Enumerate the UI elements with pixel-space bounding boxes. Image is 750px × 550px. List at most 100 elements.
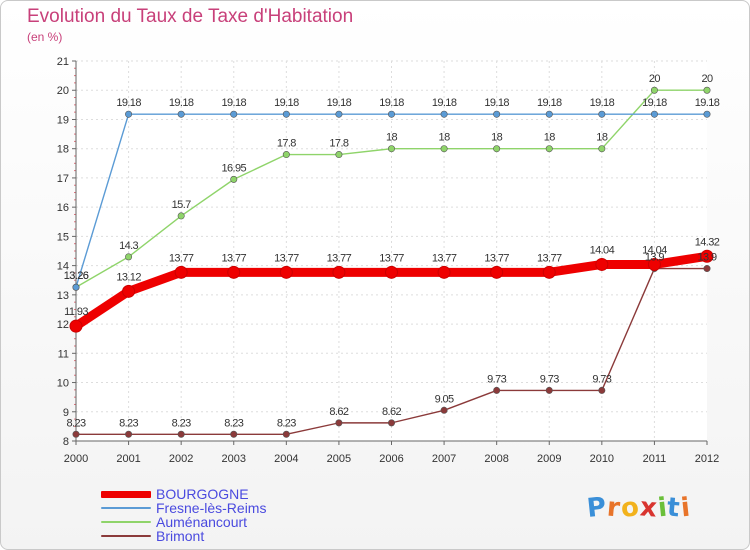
data-label: 8.23 xyxy=(172,417,191,429)
y-tick-label: 10 xyxy=(57,378,69,390)
series-point-1 xyxy=(125,110,133,118)
x-tick-label: 2008 xyxy=(484,453,508,465)
data-label: 13.77 xyxy=(274,252,299,264)
series-point-0 xyxy=(69,319,83,333)
series-point-2 xyxy=(650,86,658,94)
data-label: 9.05 xyxy=(435,393,454,405)
x-tick-label: 2004 xyxy=(274,453,298,465)
x-tick-label: 2001 xyxy=(116,453,140,465)
series-point-3 xyxy=(440,406,448,414)
data-label: 18 xyxy=(544,132,556,144)
y-tick-label: 8 xyxy=(63,436,69,448)
data-label: 19.18 xyxy=(379,97,404,109)
series-point-3 xyxy=(493,386,501,394)
series-point-2 xyxy=(387,145,395,153)
x-tick-label: 2000 xyxy=(64,453,88,465)
x-tick-label: 2002 xyxy=(169,453,193,465)
series-point-0 xyxy=(595,257,609,271)
series-point-0 xyxy=(490,265,504,279)
series-point-3 xyxy=(545,386,553,394)
data-label: 13.26 xyxy=(64,270,89,282)
series-point-1 xyxy=(493,110,501,118)
chart-subtitle: (en %) xyxy=(27,30,63,44)
series-point-0 xyxy=(542,265,556,279)
series-point-3 xyxy=(335,419,343,427)
data-label: 9.73 xyxy=(487,373,506,385)
legend-label: Auménancourt xyxy=(156,514,248,530)
data-label: 18 xyxy=(596,132,608,144)
data-label: 19.18 xyxy=(642,97,667,109)
y-tick-label: 13 xyxy=(57,290,69,302)
data-label: 18 xyxy=(439,132,451,144)
x-tick-label: 2003 xyxy=(222,453,246,465)
legend-swatch xyxy=(101,521,151,523)
x-tick-label: 2010 xyxy=(590,453,614,465)
y-tick-label: 12 xyxy=(57,319,69,331)
data-label: 18 xyxy=(491,132,503,144)
series-point-3 xyxy=(125,430,133,438)
legend-swatch xyxy=(101,491,151,498)
legend-label: Fresne-lès-Reims xyxy=(156,500,267,516)
x-tick-label: 2007 xyxy=(432,453,456,465)
logo-letter: x xyxy=(638,492,659,524)
series-point-2 xyxy=(177,212,185,220)
data-label: 18 xyxy=(386,132,398,144)
series-point-1 xyxy=(230,110,238,118)
series-point-0 xyxy=(279,265,293,279)
legend-label: BOURGOGNE xyxy=(156,486,249,502)
data-label: 8.23 xyxy=(224,417,243,429)
series-point-1 xyxy=(545,110,553,118)
series-point-3 xyxy=(230,430,238,438)
data-label: 17.8 xyxy=(329,138,348,150)
data-label: 13.77 xyxy=(432,252,457,264)
data-label: 20 xyxy=(649,73,661,85)
proxiti-logo: Proxiti xyxy=(585,492,692,524)
data-label: 13.77 xyxy=(169,252,194,264)
data-label: 8.23 xyxy=(66,417,85,429)
series-point-1 xyxy=(335,110,343,118)
data-label: 8.62 xyxy=(382,406,401,418)
data-label: 19.18 xyxy=(221,97,246,109)
y-tick-label: 16 xyxy=(57,202,69,214)
series-point-2 xyxy=(545,145,553,153)
data-label: 19.18 xyxy=(590,97,615,109)
series-point-0 xyxy=(332,265,346,279)
y-tick-label: 20 xyxy=(57,85,69,97)
series-point-2 xyxy=(125,253,133,261)
series-point-2 xyxy=(335,151,343,159)
data-label: 14.3 xyxy=(119,240,138,252)
data-label: 13.77 xyxy=(484,252,509,264)
series-point-0 xyxy=(122,284,136,298)
series-point-1 xyxy=(177,110,185,118)
series-point-3 xyxy=(282,430,290,438)
data-label: 8.23 xyxy=(277,417,296,429)
series-point-0 xyxy=(437,265,451,279)
data-label: 13.77 xyxy=(221,252,246,264)
data-label: 8.23 xyxy=(119,417,138,429)
x-tick-label: 2012 xyxy=(695,453,719,465)
data-label: 13.9 xyxy=(697,252,716,264)
series-point-2 xyxy=(282,151,290,159)
data-label: 14.04 xyxy=(590,244,615,256)
series-point-2 xyxy=(230,175,238,183)
y-tick-label: 17 xyxy=(57,173,69,185)
series-point-1 xyxy=(282,110,290,118)
series-point-0 xyxy=(174,265,188,279)
series-point-1 xyxy=(703,110,711,118)
series-point-1 xyxy=(650,110,658,118)
series-point-2 xyxy=(598,145,606,153)
data-label: 19.18 xyxy=(327,97,352,109)
y-tick-label: 19 xyxy=(57,114,69,126)
legend-swatch xyxy=(101,535,151,537)
series-point-3 xyxy=(72,430,80,438)
series-point-0 xyxy=(385,265,398,279)
series-point-3 xyxy=(703,265,711,273)
data-label: 9.73 xyxy=(592,373,611,385)
data-label: 17.8 xyxy=(277,138,296,150)
data-label: 13.77 xyxy=(379,252,404,264)
data-label: 14.32 xyxy=(695,236,720,248)
series-point-0 xyxy=(647,257,661,271)
series-point-3 xyxy=(387,419,395,427)
